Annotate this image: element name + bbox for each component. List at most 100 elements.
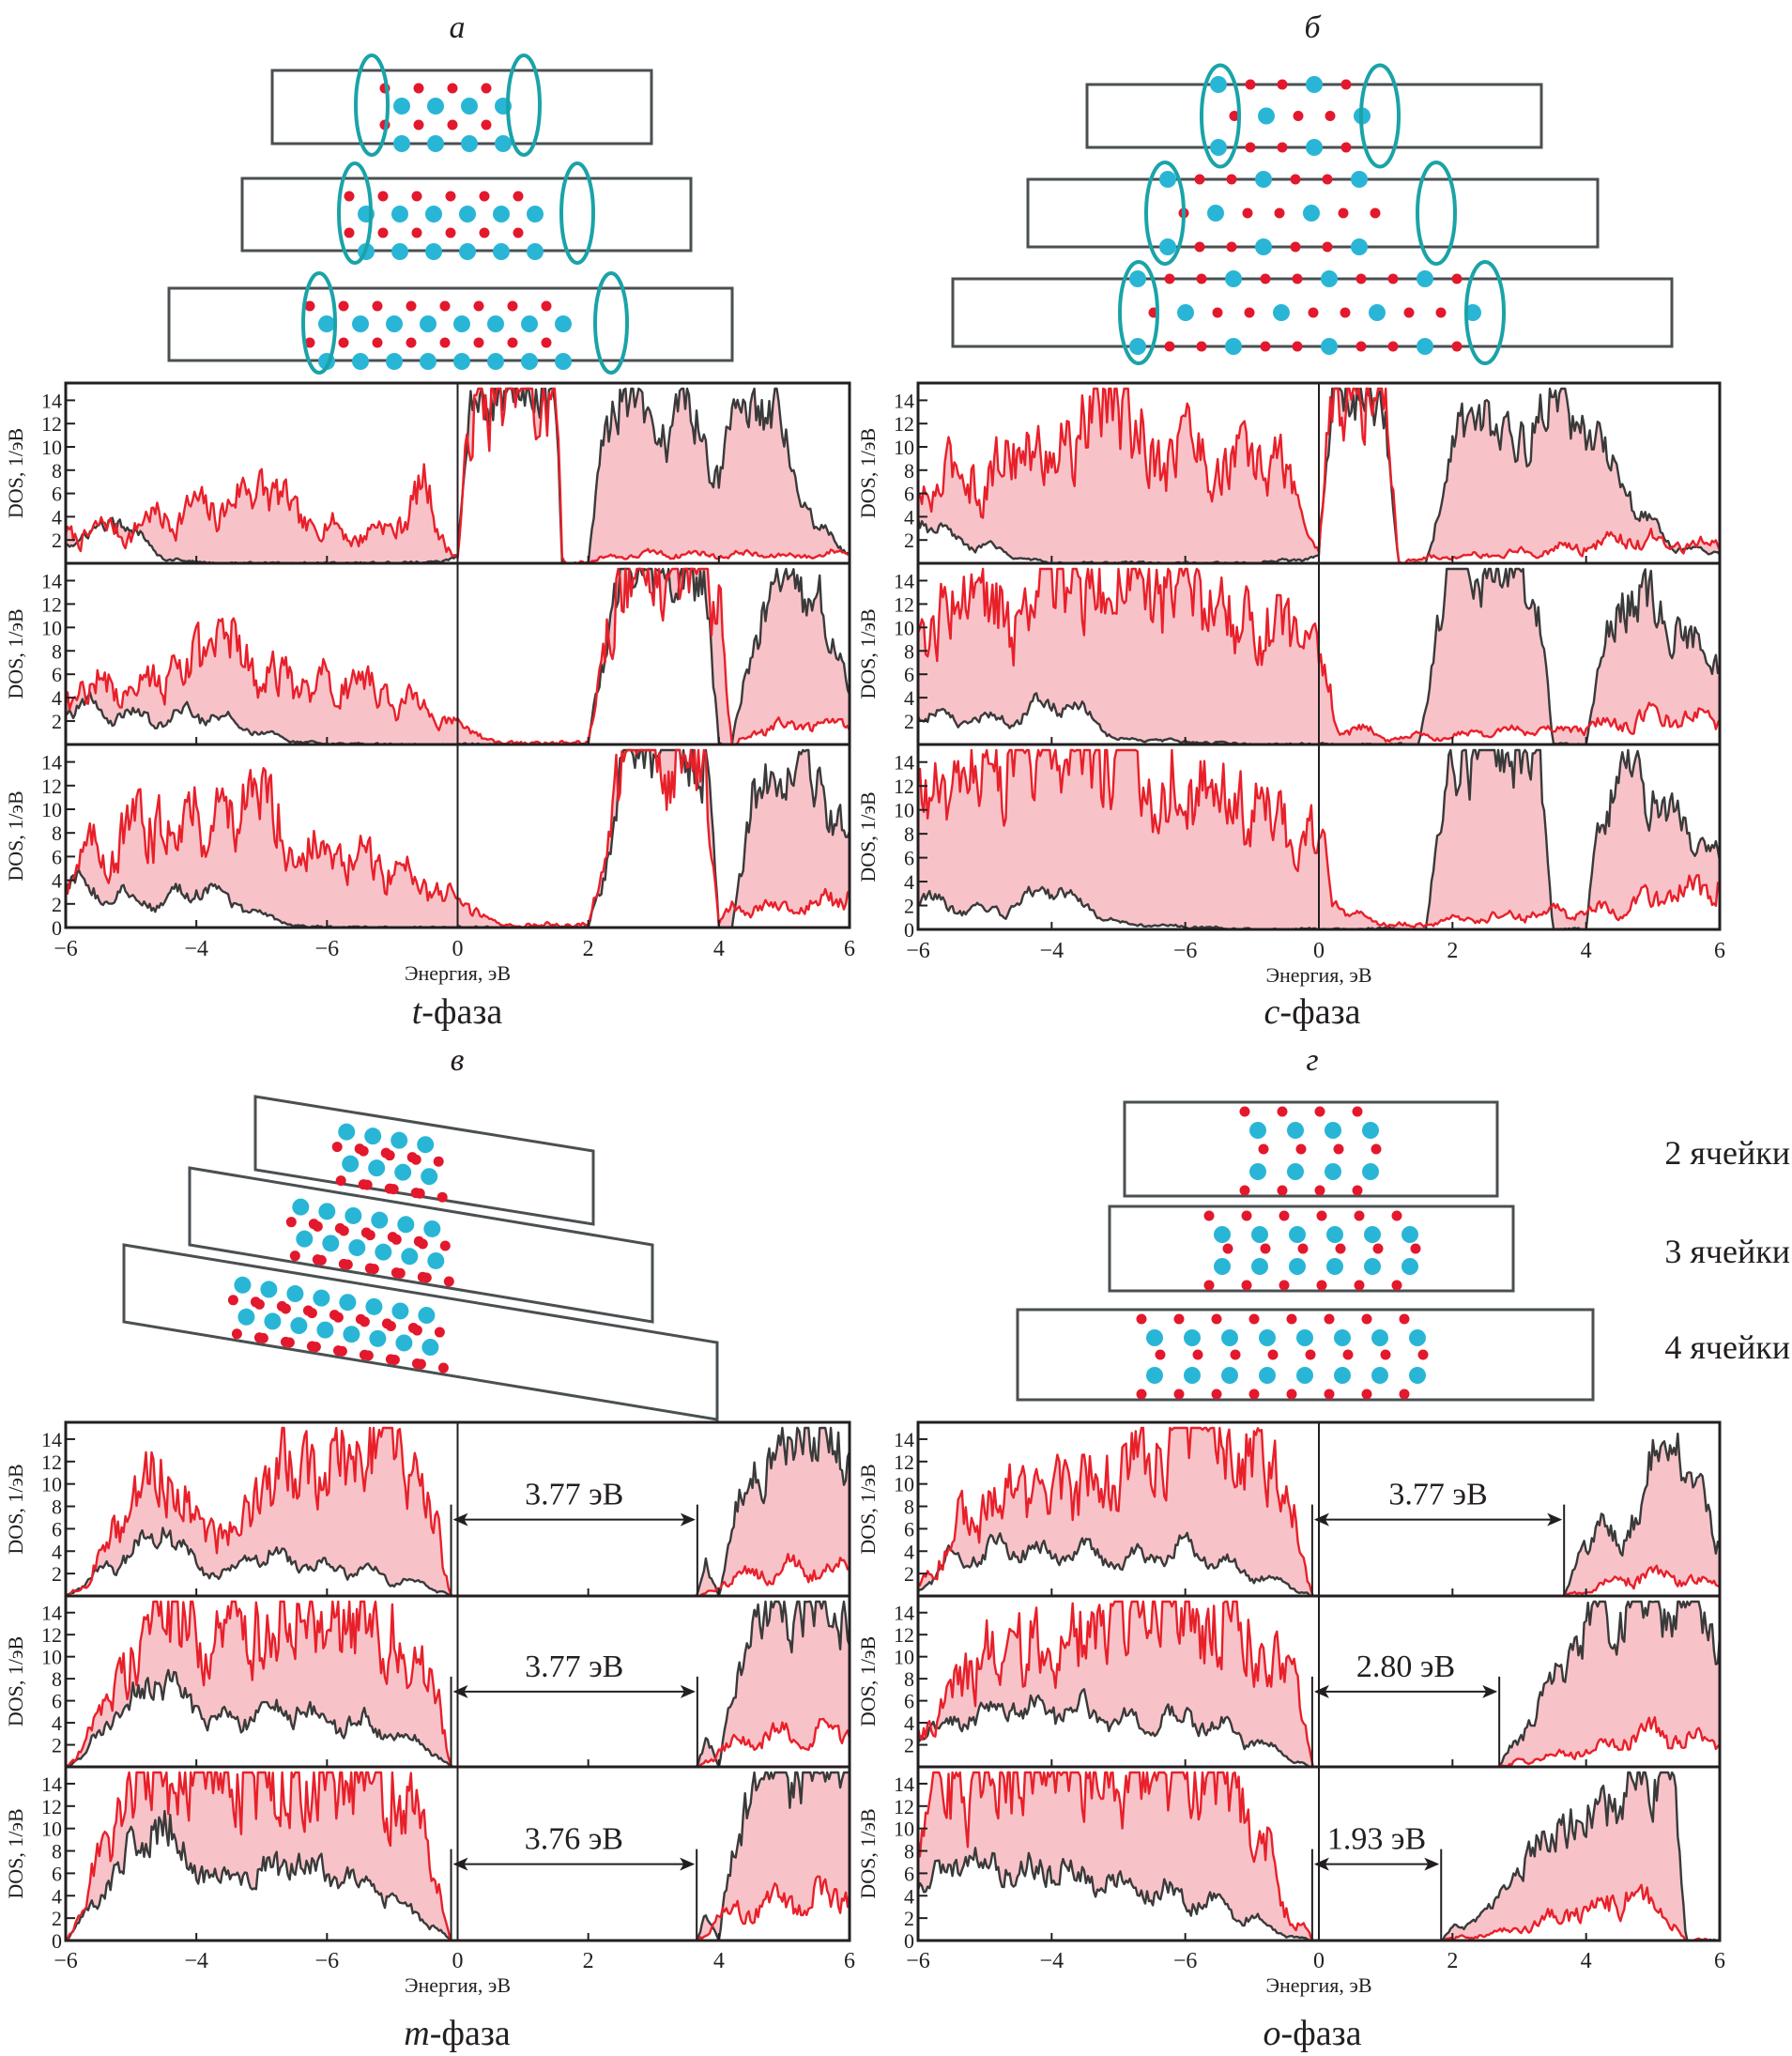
anion-atom bbox=[1380, 1349, 1391, 1360]
anion-atom bbox=[1391, 1280, 1402, 1291]
band-gap-annotation: 1.93 эВ bbox=[1310, 1822, 1443, 1941]
y-axis-label: DOS, 1/эВ bbox=[4, 1808, 27, 1898]
y-tick-label: 4 bbox=[52, 869, 62, 893]
cation-atom bbox=[1296, 1367, 1313, 1384]
anion-atom bbox=[372, 337, 383, 348]
cation-atom bbox=[1249, 1163, 1266, 1180]
y-tick-label: 4 bbox=[904, 1884, 914, 1908]
cation-atom bbox=[1371, 1367, 1388, 1384]
anion-atom bbox=[1340, 79, 1352, 90]
cation-atom bbox=[521, 353, 538, 370]
anion-atom bbox=[406, 300, 417, 312]
dos-fill-area bbox=[918, 1772, 1720, 1941]
y-tick-label: 8 bbox=[52, 1667, 62, 1691]
cation-atom bbox=[401, 1248, 419, 1266]
dos-fill-area bbox=[66, 569, 850, 744]
phase-suffix-o: -фаза bbox=[1280, 2014, 1361, 2053]
panel-letter-b: б bbox=[1304, 10, 1322, 45]
edge-highlight-ellipse bbox=[1200, 63, 1241, 169]
cation-atom bbox=[234, 1276, 252, 1294]
cell-frame bbox=[1026, 177, 1600, 249]
anion-atom bbox=[1226, 241, 1237, 253]
x-tick-label: 6 bbox=[1714, 939, 1725, 963]
cation-atom bbox=[338, 1123, 356, 1141]
anion-atom bbox=[413, 83, 424, 94]
cell-row-4 bbox=[1016, 1308, 1595, 1402]
cation-atom bbox=[345, 1206, 362, 1224]
partial-dos-line bbox=[918, 567, 1720, 744]
anion-atom bbox=[1435, 307, 1447, 318]
x-tick-label: 4 bbox=[1581, 939, 1592, 963]
cell-count-label-4: 4 ячейки bbox=[1664, 1328, 1790, 1366]
y-tick-label: 6 bbox=[52, 1690, 62, 1713]
cation-atom bbox=[1401, 1226, 1418, 1243]
anion-atom bbox=[411, 191, 422, 202]
cation-atom bbox=[1184, 1367, 1201, 1384]
cation-atom bbox=[461, 98, 478, 115]
y-tick-label: 10 bbox=[894, 1473, 914, 1496]
edge-highlight-ellipse bbox=[1118, 260, 1159, 365]
y-tick-label: 4 bbox=[52, 505, 62, 529]
cation-atom bbox=[386, 315, 403, 332]
y-tick-label: 8 bbox=[52, 821, 62, 845]
anion-atom bbox=[479, 227, 490, 238]
anion-atom bbox=[1260, 1243, 1271, 1254]
anion-atom bbox=[1155, 1349, 1166, 1360]
anion-atom bbox=[1277, 1185, 1288, 1196]
x-tick-label: −6 bbox=[1173, 939, 1198, 963]
anion-atom bbox=[1248, 1389, 1260, 1400]
anion-atom bbox=[481, 119, 492, 130]
y-tick-label: 2 bbox=[904, 529, 914, 552]
y-tick-label: 10 bbox=[894, 436, 914, 459]
anion-atom bbox=[1417, 1349, 1429, 1360]
anion-atom bbox=[479, 191, 490, 202]
anion-atom bbox=[1308, 307, 1319, 318]
anion-atom bbox=[1314, 1106, 1325, 1117]
anion-atom bbox=[439, 1240, 451, 1251]
cation-atom bbox=[1303, 205, 1320, 222]
cation-atom bbox=[1221, 1329, 1238, 1346]
y-tick-label: 6 bbox=[52, 845, 62, 868]
cation-atom bbox=[1287, 1163, 1304, 1180]
x-tick-label: 0 bbox=[452, 937, 464, 961]
y-tick-label: 6 bbox=[904, 663, 914, 686]
cation-atom bbox=[365, 1297, 383, 1315]
x-tick-label: −6 bbox=[1173, 1949, 1198, 1973]
structure-o-phase bbox=[1016, 1100, 1595, 1402]
panel-letter-v: в bbox=[451, 1043, 465, 1078]
cation-atom bbox=[1249, 1122, 1266, 1139]
y-tick-label: 4 bbox=[904, 686, 914, 710]
cation-atom bbox=[1351, 238, 1368, 255]
anion-atom bbox=[1355, 273, 1367, 284]
y-tick-label: 8 bbox=[904, 1667, 914, 1691]
total-dos-line bbox=[918, 1600, 1720, 1767]
cation-atom bbox=[1334, 1367, 1351, 1384]
edge-highlight-ellipse bbox=[1359, 63, 1401, 169]
anion-atom bbox=[1230, 1349, 1241, 1360]
band-gap-label: 3.76 эВ bbox=[525, 1822, 623, 1857]
anion-atom bbox=[1322, 174, 1333, 185]
anion-atom bbox=[359, 1316, 370, 1327]
y-tick-label: 4 bbox=[52, 1711, 62, 1735]
x-tick-label: −4 bbox=[184, 1949, 208, 1973]
cation-atom bbox=[371, 1211, 389, 1229]
edge-highlight-ellipse bbox=[593, 271, 629, 375]
x-tick-label: −4 bbox=[184, 937, 208, 961]
anion-atom bbox=[1196, 341, 1207, 352]
anion-atom bbox=[362, 1350, 374, 1361]
arrow-head-right-icon bbox=[1547, 1512, 1563, 1527]
cation-atom bbox=[318, 315, 335, 332]
anion-atom bbox=[507, 300, 518, 312]
plot-area bbox=[918, 1771, 1720, 1941]
cation-atom bbox=[1146, 1367, 1163, 1384]
x-tick-label: −6 bbox=[906, 1949, 930, 1973]
anion-atom bbox=[1387, 273, 1399, 284]
x-tick-label: 6 bbox=[1714, 1949, 1725, 1973]
anion-atom bbox=[1229, 111, 1240, 121]
cation-atom bbox=[427, 98, 444, 115]
cation-atom bbox=[1258, 107, 1275, 125]
cation-atom bbox=[1334, 1329, 1351, 1346]
